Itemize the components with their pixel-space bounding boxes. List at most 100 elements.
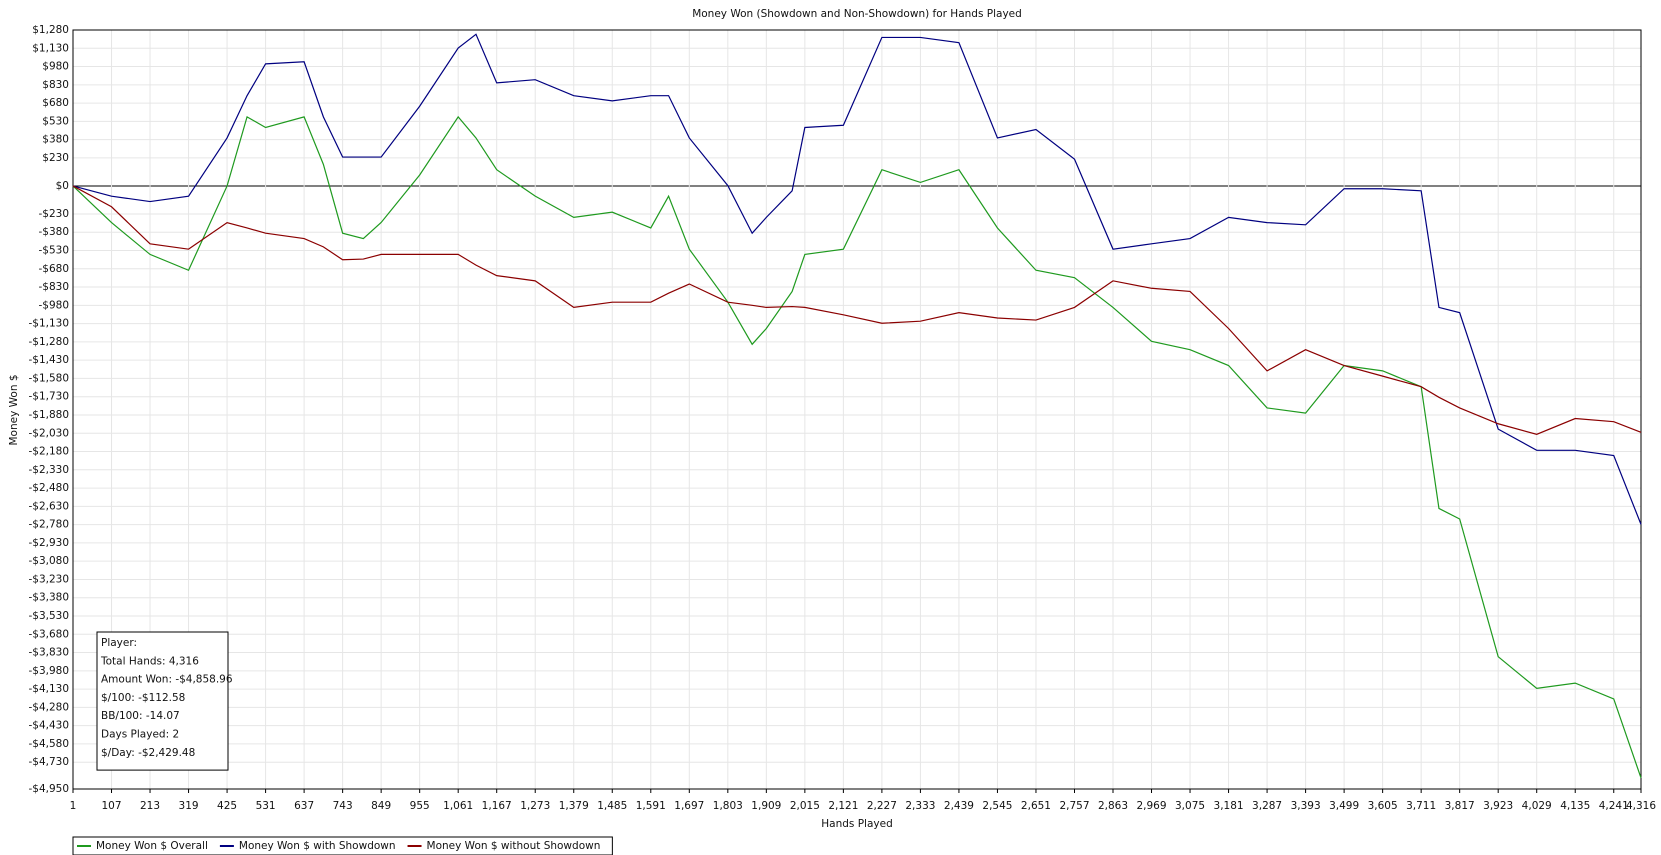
- y-tick-label: $980: [42, 61, 69, 73]
- y-tick-label: $680: [42, 97, 69, 109]
- x-tick-label: 1,273: [520, 800, 550, 812]
- x-tick-label: 2,121: [828, 800, 858, 812]
- y-tick-label: -$4,950: [28, 783, 69, 795]
- y-tick-label: -$3,980: [28, 665, 69, 677]
- y-tick-label: -$2,180: [28, 446, 69, 458]
- info-text: BB/100: -14.07: [101, 710, 180, 722]
- y-tick-label: -$3,680: [28, 628, 69, 640]
- x-tick-label: 4,241: [1599, 800, 1629, 812]
- series-line: [72, 185, 1642, 435]
- y-tick-label: -$4,280: [28, 701, 69, 713]
- x-tick-label: 1,167: [482, 800, 512, 812]
- y-tick-label: -$4,730: [28, 756, 69, 768]
- x-tick-label: 1,697: [674, 800, 704, 812]
- info-text: $/100: -$112.58: [101, 692, 185, 704]
- info-text: Player:: [101, 637, 137, 649]
- x-tick-label: 531: [256, 800, 276, 812]
- x-tick-label: 1,909: [751, 800, 781, 812]
- x-tick-label: 3,817: [1445, 800, 1475, 812]
- series-line: [72, 33, 1642, 525]
- y-tick-label: -$4,580: [28, 738, 69, 750]
- x-tick-label: 3,393: [1291, 800, 1321, 812]
- plot-area: [73, 30, 1641, 789]
- x-tick-label: 2,651: [1021, 800, 1051, 812]
- x-axis-label: Hands Played: [821, 818, 892, 830]
- y-axis-label: Money Won $: [8, 374, 20, 445]
- y-tick-label: $530: [42, 115, 69, 127]
- x-tick-label: 955: [410, 800, 430, 812]
- x-tick-label: 213: [140, 800, 160, 812]
- y-tick-label: $830: [42, 79, 69, 91]
- y-tick-label: $0: [56, 180, 69, 192]
- y-tick-label: -$2,330: [28, 464, 69, 476]
- y-tick-label: -$3,830: [28, 647, 69, 659]
- y-tick-label: -$1,580: [28, 372, 69, 384]
- y-tick-label: -$3,230: [28, 573, 69, 585]
- y-tick-label: -$1,430: [28, 354, 69, 366]
- info-text: $/Day: -$2,429.48: [101, 747, 195, 759]
- y-tick-label: -$980: [38, 299, 69, 311]
- y-tick-label: $1,130: [32, 42, 69, 54]
- x-tick-label: 2,227: [867, 800, 897, 812]
- y-tick-label: -$3,380: [28, 592, 69, 604]
- x-tick-label: 3,711: [1406, 800, 1436, 812]
- x-tick-label: 4,029: [1522, 800, 1552, 812]
- y-tick-label: -$1,880: [28, 409, 69, 421]
- y-tick-label: -$2,780: [28, 519, 69, 531]
- x-tick-label: 4,316: [1626, 800, 1656, 812]
- x-tick-label: 1,591: [636, 800, 666, 812]
- y-tick-label: -$2,630: [28, 500, 69, 512]
- y-tick-label: -$1,730: [28, 391, 69, 403]
- x-tick-label: 2,545: [982, 800, 1012, 812]
- series-line: [72, 115, 1642, 779]
- x-tick-label: 2,333: [905, 800, 935, 812]
- x-tick-label: 637: [294, 800, 314, 812]
- chart-title: Money Won (Showdown and Non-Showdown) fo…: [692, 8, 1022, 20]
- x-tick-label: 2,015: [790, 800, 820, 812]
- x-tick-label: 2,969: [1136, 800, 1166, 812]
- x-tick-label: 1: [70, 800, 77, 812]
- y-tick-label: -$1,280: [28, 336, 69, 348]
- y-tick-label: $380: [42, 134, 69, 146]
- x-tick-label: 3,287: [1252, 800, 1282, 812]
- x-tick-label: 3,923: [1483, 800, 1513, 812]
- y-tick-label: -$530: [38, 245, 69, 257]
- x-tick-label: 1,379: [559, 800, 589, 812]
- x-tick-label: 1,485: [597, 800, 627, 812]
- info-text: Days Played: 2: [101, 729, 179, 741]
- x-tick-label: 2,863: [1098, 800, 1128, 812]
- info-text: Total Hands: 4,316: [100, 655, 199, 667]
- x-tick-label: 4,135: [1560, 800, 1590, 812]
- y-tick-label: -$2,030: [28, 427, 69, 439]
- x-tick-label: 2,757: [1059, 800, 1089, 812]
- y-tick-label: -$2,480: [28, 482, 69, 494]
- legend: Money Won $ Overall Money Won $ with Show…: [72, 836, 613, 855]
- x-tick-label: 3,075: [1175, 800, 1205, 812]
- y-tick-label: -$1,130: [28, 318, 69, 330]
- legend-label: Money Won $ with Showdown: [239, 840, 396, 852]
- info-text: Amount Won: -$4,858.96: [101, 674, 233, 686]
- x-tick-label: 1,803: [713, 800, 743, 812]
- y-tick-label: -$3,080: [28, 555, 69, 567]
- y-tick-label: -$230: [38, 208, 69, 220]
- x-tick-label: 3,605: [1368, 800, 1398, 812]
- x-tick-label: 425: [217, 800, 237, 812]
- legend-label: Money Won $ Overall: [96, 840, 208, 852]
- info-box: [96, 631, 229, 771]
- legend-box: [72, 836, 613, 855]
- y-tick-label: -$680: [38, 263, 69, 275]
- x-tick-label: 849: [371, 800, 391, 812]
- plot-border: [72, 29, 1642, 790]
- y-tick-label: $1,280: [32, 24, 69, 36]
- y-tick-label: -$2,930: [28, 537, 69, 549]
- x-tick-label: 1,061: [443, 800, 473, 812]
- y-tick-label: -$3,530: [28, 610, 69, 622]
- x-tick-label: 3,181: [1214, 800, 1244, 812]
- x-tick-label: 743: [333, 800, 353, 812]
- x-tick-label: 319: [179, 800, 199, 812]
- y-tick-label: -$4,430: [28, 720, 69, 732]
- x-tick-label: 2,439: [944, 800, 974, 812]
- y-tick-label: -$830: [38, 281, 69, 293]
- x-tick-label: 107: [101, 800, 121, 812]
